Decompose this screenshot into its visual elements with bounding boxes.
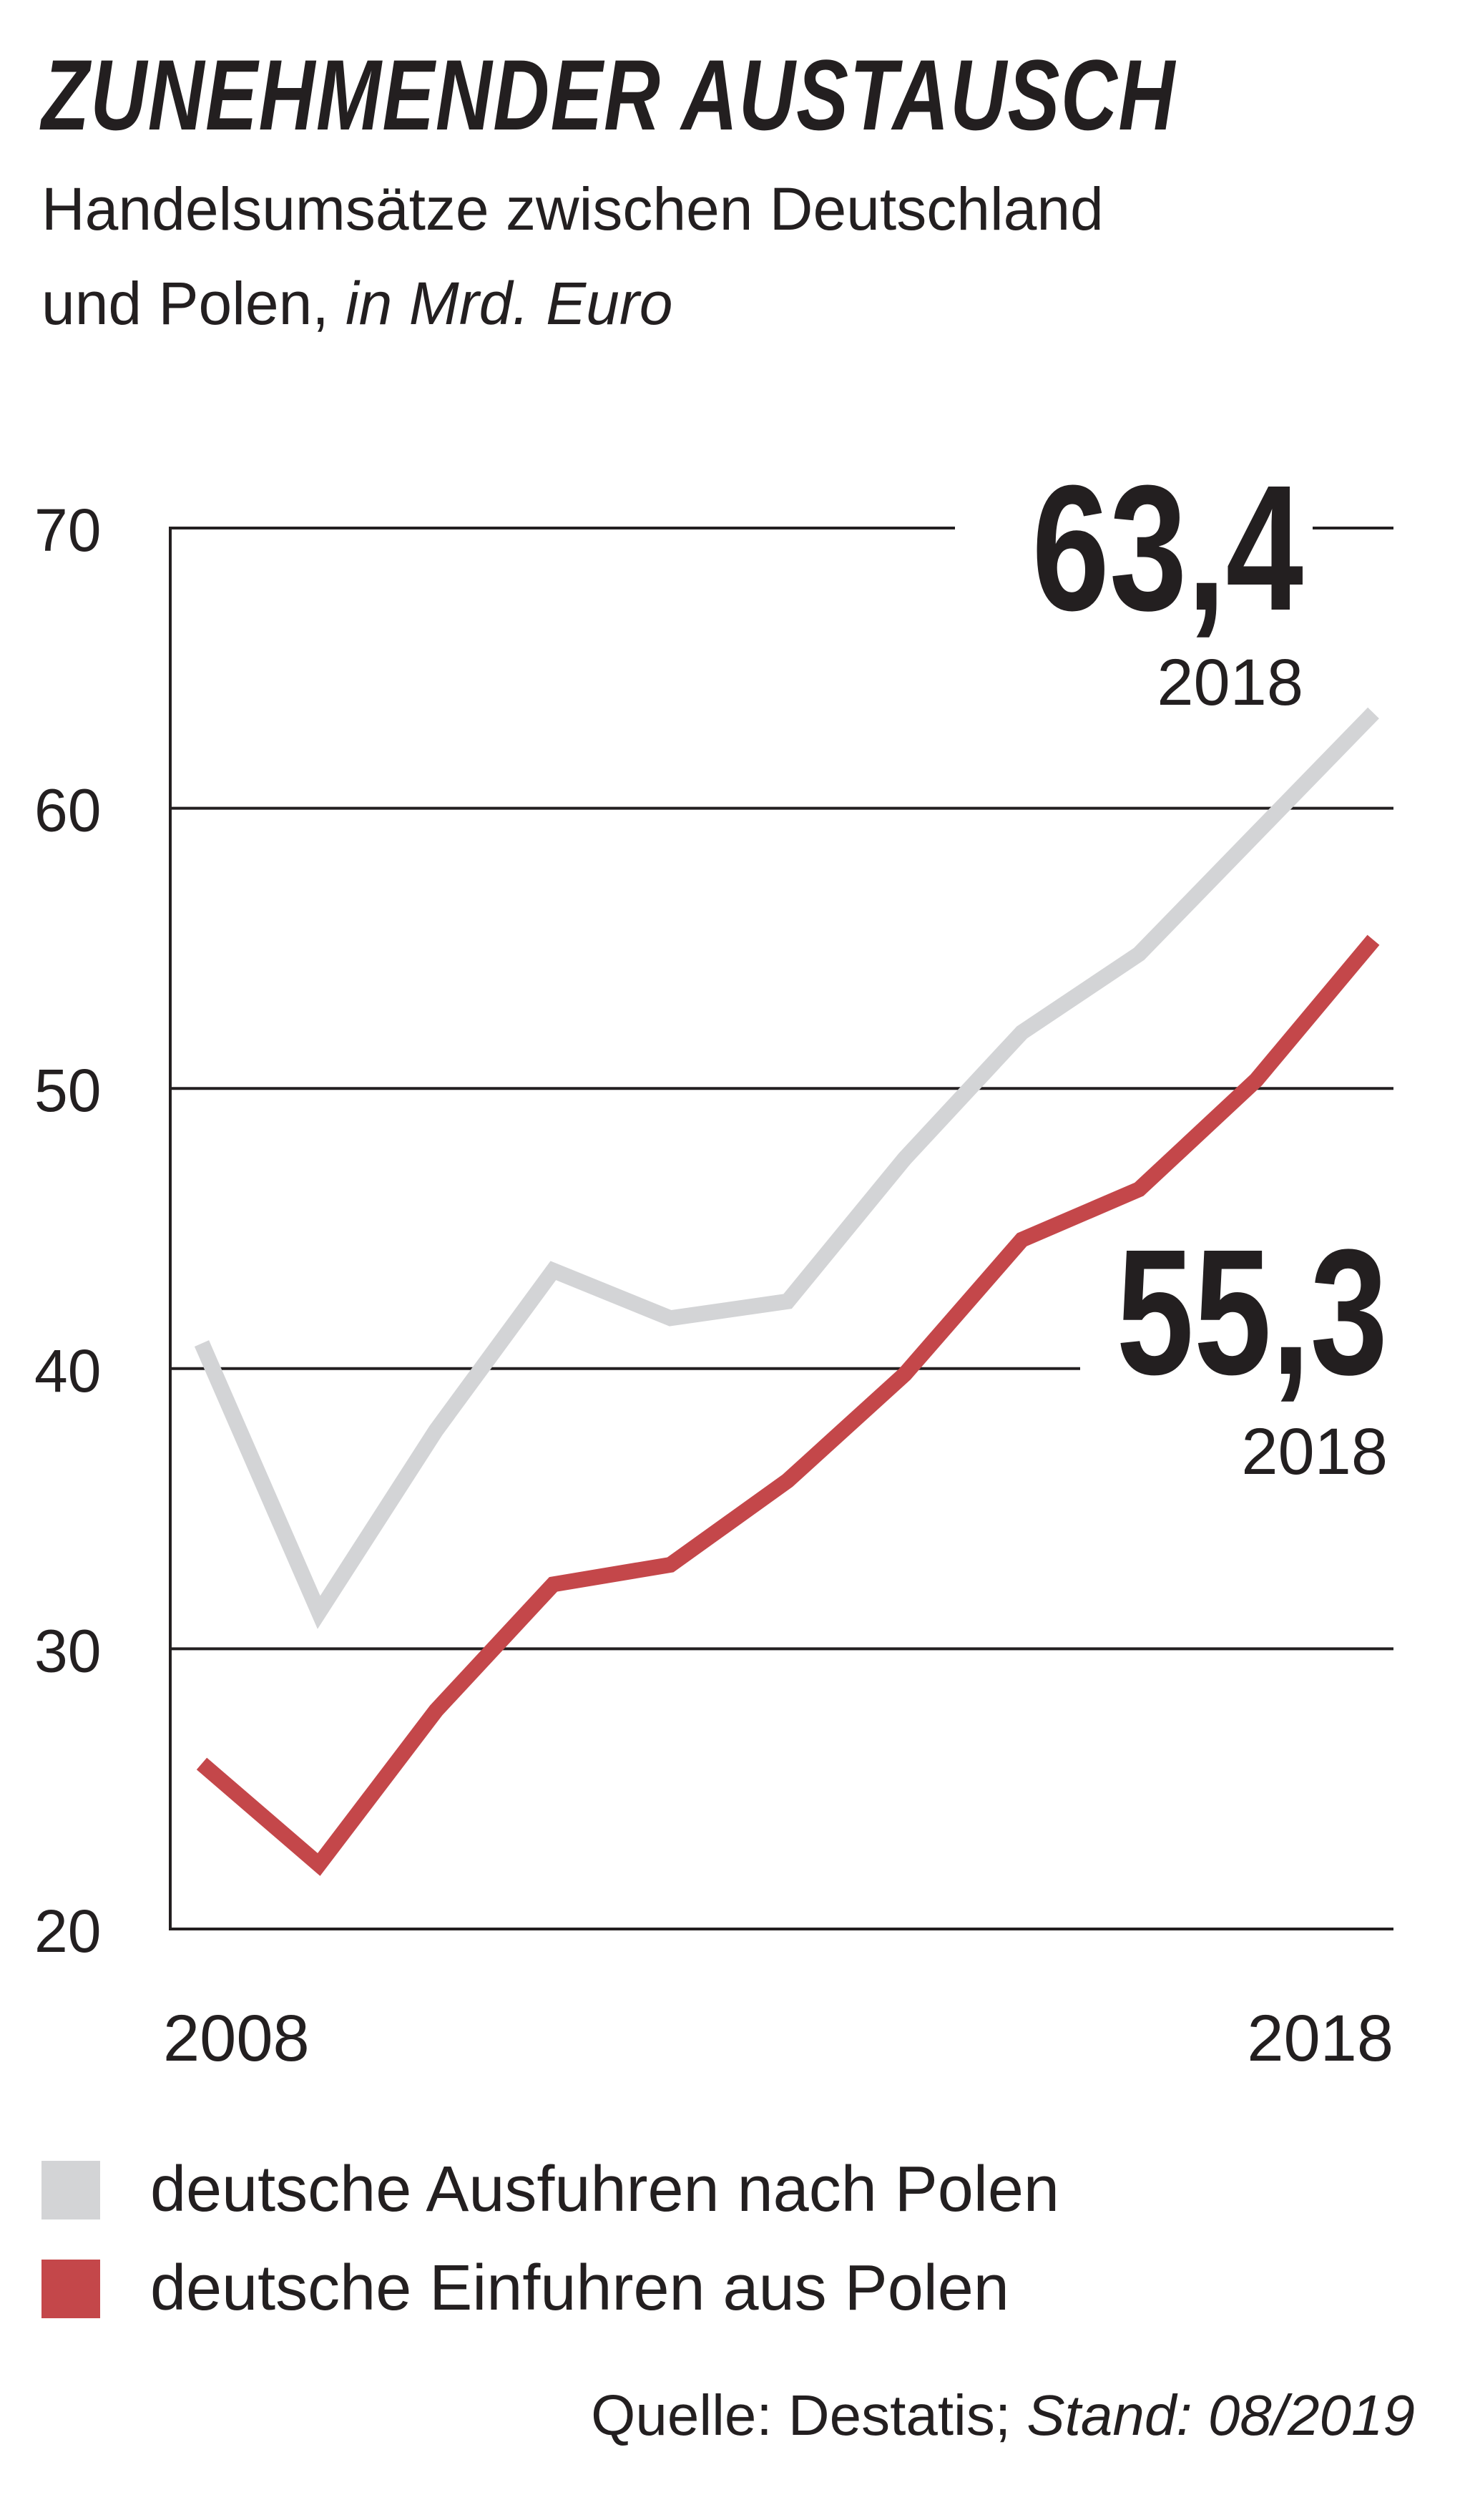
chart-title: ZUNEHMENDER AUSTAUSCH [41,39,1176,151]
source-note: Quelle: Destatis; Stand: 08/2019 [591,2383,1415,2448]
annotation-year-1: 2018 [1241,1415,1388,1488]
annotation-value-0: 63,4 [1032,448,1303,648]
legend-label-exports: deutsche Ausfuhren nach Polen [150,2154,1059,2225]
annotation-backing-0 [955,465,1313,723]
source-prefix: Quelle: Destatis; [591,2383,1011,2447]
legend-swatch-imports [41,2260,100,2318]
chart-subtitle: Handelsumsätze zwischen Deutschland und … [41,162,1436,351]
annotation-year-0: 2018 [1157,646,1303,719]
legend-label-imports: deutsche Einfuhren aus Polen [150,2252,1009,2324]
source-date: Stand: 08/2019 [1027,2383,1415,2447]
y-tick-label-70: 70 [34,497,101,564]
annotation-backing-1 [1080,1234,1402,1499]
subtitle-line-2: und Polen, [41,270,329,337]
subtitle-unit: in Mrd. Euro [346,270,673,337]
series-line-imports [196,934,1380,1876]
subtitle-line-1: Handelsumsätze zwischen Deutschland [41,175,1104,243]
y-tick-label-50: 50 [34,1057,101,1124]
legend-swatch-exports [41,2161,100,2219]
y-tick-label-30: 30 [34,1617,101,1684]
annotation-value-1: 55,3 [1116,1212,1388,1412]
y-tick-label-40: 40 [34,1337,101,1405]
series-line-exports [194,707,1379,1629]
y-tick-label-20: 20 [34,1898,101,1965]
x-tick-label-2018: 2018 [1247,2002,1393,2075]
y-tick-label-60: 60 [34,777,101,844]
x-tick-label-2008: 2008 [163,2002,310,2075]
